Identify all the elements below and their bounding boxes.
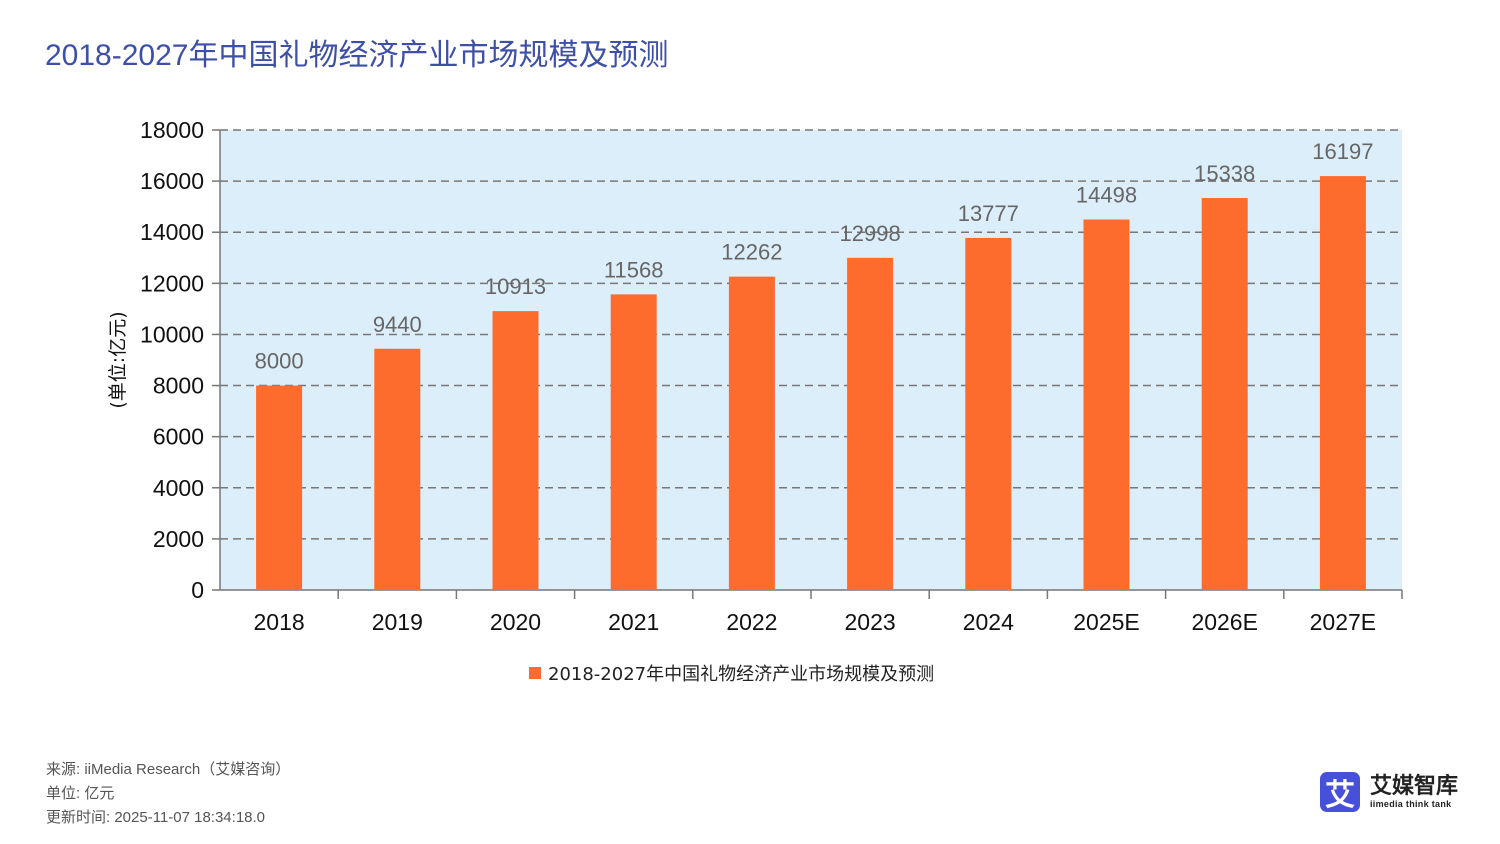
data-label: 16197	[1312, 139, 1373, 164]
source-text: 来源: iiMedia Research（艾媒咨询）	[46, 761, 291, 778]
logo-tagline: iimedia think tank	[1370, 799, 1452, 809]
y-tick-label: 6000	[153, 424, 204, 450]
x-tick-label: 2019	[372, 609, 423, 635]
x-tick-label: 2024	[963, 609, 1014, 635]
x-tick-label: 2021	[608, 609, 659, 635]
y-tick-label: 12000	[140, 270, 204, 296]
x-tick-label: 2025E	[1073, 609, 1140, 635]
y-tick-label: 14000	[140, 219, 204, 245]
logo-mark-icon: 艾	[1320, 772, 1360, 813]
bar	[492, 311, 539, 590]
legend-swatch	[529, 667, 541, 679]
y-axis-label: (单位:亿元)	[107, 311, 129, 408]
bar	[1083, 219, 1130, 591]
chart-title: 2018-2027年中国礼物经济产业市场规模及预测	[45, 39, 669, 72]
y-tick-label: 16000	[140, 168, 204, 194]
data-label: 14498	[1076, 182, 1137, 207]
bar	[847, 257, 894, 590]
y-tick-label: 4000	[153, 475, 204, 501]
bar	[1319, 176, 1366, 590]
y-tick-label: 8000	[153, 373, 204, 399]
updated-text: 更新时间: 2025-11-07 18:34:18.0	[46, 809, 266, 826]
x-tick-label: 2027E	[1310, 609, 1377, 635]
data-label: 12998	[840, 221, 901, 246]
bar	[374, 348, 421, 590]
y-tick-label: 18000	[140, 117, 204, 143]
data-label: 15338	[1194, 161, 1255, 186]
data-label: 13777	[958, 201, 1019, 226]
data-label: 12262	[721, 240, 782, 265]
x-tick-label: 2026E	[1191, 609, 1258, 635]
bar	[965, 237, 1012, 590]
bar	[728, 276, 775, 590]
data-label: 10913	[485, 274, 546, 299]
bar	[1201, 198, 1248, 591]
logo: 艾 艾媒智库 iimedia think tank	[1320, 772, 1459, 813]
bar	[610, 294, 657, 590]
bar	[256, 385, 303, 590]
data-label: 8000	[255, 349, 304, 374]
data-label: 9440	[373, 312, 422, 337]
x-tick-label: 2023	[845, 609, 896, 635]
footer: 来源: iiMedia Research（艾媒咨询） 单位: 亿元 更新时间: …	[46, 758, 290, 830]
y-tick-label: 2000	[153, 526, 204, 552]
y-tick-label: 0	[191, 577, 204, 603]
y-tick-label: 10000	[140, 321, 204, 347]
unit-text: 单位: 亿元	[46, 785, 115, 802]
x-tick-label: 2018	[254, 609, 305, 635]
x-tick-label: 2020	[490, 609, 541, 635]
legend-label: 2018-2027年中国礼物经济产业市场规模及预测	[548, 664, 934, 685]
logo-name: 艾媒智库	[1370, 774, 1459, 799]
bar-chart: 0 2000 4000 6000 8000 10000 12000 14000 16000 180…	[107, 117, 1403, 685]
data-label: 11568	[604, 257, 664, 282]
x-tick-label: 2022	[726, 609, 777, 635]
